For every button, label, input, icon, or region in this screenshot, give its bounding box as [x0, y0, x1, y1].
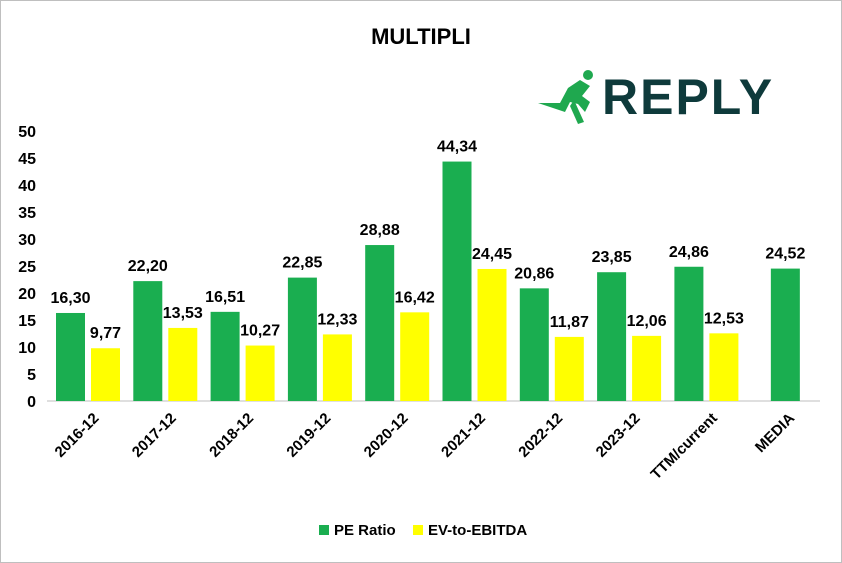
data-label: 12,53 — [704, 310, 744, 327]
x-tick-label: 2021-12 — [438, 410, 489, 461]
bar-ev-to-ebitda — [554, 336, 584, 401]
bar-ev-to-ebitda — [245, 345, 275, 401]
data-label: 11,87 — [550, 314, 589, 331]
y-tick-label: 5 — [27, 367, 36, 384]
x-tick-label: 2020-12 — [361, 410, 412, 461]
bar-ev-to-ebitda — [322, 334, 352, 401]
legend-swatch — [319, 525, 329, 535]
data-label: 12,06 — [627, 313, 667, 330]
x-tick-label: 2022-12 — [515, 410, 566, 461]
y-tick-label: 15 — [18, 313, 36, 330]
bar-pe-ratio — [287, 277, 317, 401]
bar-pe-ratio — [56, 312, 85, 401]
x-tick-label: 2019-12 — [283, 410, 334, 461]
y-tick-label: 30 — [18, 232, 36, 249]
data-label: 10,27 — [240, 323, 280, 340]
data-label: 20,86 — [514, 265, 554, 282]
bar-ev-to-ebitda — [709, 333, 739, 401]
bar-pe-ratio — [770, 268, 800, 401]
bar-pe-ratio — [597, 272, 627, 401]
bar-pe-ratio — [519, 288, 549, 401]
x-tick-label: TTM/current — [648, 410, 721, 483]
y-tick-label: 45 — [18, 151, 36, 168]
bar-pe-ratio — [210, 311, 240, 401]
data-label: 24,86 — [669, 244, 709, 261]
y-tick-label: 35 — [18, 205, 36, 222]
y-tick-label: 20 — [18, 286, 36, 303]
bar-pe-ratio — [442, 161, 472, 401]
data-label: 16,42 — [395, 289, 435, 306]
logo-text: REPLY — [602, 69, 774, 125]
x-tick-label: 2023-12 — [593, 410, 644, 461]
x-tick-label: 2017-12 — [129, 410, 180, 461]
chart-title: MULTIPLI — [371, 24, 471, 49]
bar-pe-ratio — [674, 266, 704, 401]
bar-ev-to-ebitda — [168, 327, 198, 401]
legend-swatch — [413, 525, 423, 535]
data-label: 16,30 — [50, 290, 90, 307]
y-tick-label: 10 — [18, 340, 36, 357]
data-label: 24,45 — [472, 246, 512, 263]
data-label: 22,85 — [282, 255, 322, 272]
data-label: 9,77 — [90, 325, 121, 342]
y-tick-label: 25 — [18, 259, 36, 276]
runner-icon — [538, 70, 593, 124]
bar-pe-ratio — [133, 281, 163, 401]
bar-ev-to-ebitda — [477, 268, 507, 401]
bar-pe-ratio — [365, 245, 395, 401]
y-tick-label: 0 — [27, 394, 36, 411]
reply-logo: REPLY — [538, 69, 774, 125]
bar-ev-to-ebitda — [632, 335, 662, 401]
x-tick-label: 2018-12 — [206, 410, 257, 461]
x-axis: 2016-12 2017-12 2018-12 2019-12 2020-12 2021-… — [47, 400, 820, 483]
data-label: 22,20 — [128, 258, 168, 275]
data-label: 24,52 — [765, 246, 805, 263]
bar-ev-to-ebitda — [91, 348, 120, 401]
bars — [56, 161, 800, 401]
bar-ev-to-ebitda — [400, 312, 430, 401]
legend: PE Ratio EV-to-EBITDA — [319, 522, 527, 539]
data-label: 23,85 — [592, 249, 632, 266]
data-label: 28,88 — [360, 222, 400, 239]
legend-label: PE Ratio — [334, 522, 396, 539]
data-label: 16,51 — [205, 289, 245, 306]
data-label: 12,33 — [317, 311, 357, 328]
y-axis: 0 5 10 15 20 25 30 35 40 45 50 — [18, 124, 36, 411]
x-tick-label: 2016-12 — [52, 410, 103, 461]
y-tick-label: 40 — [18, 178, 36, 195]
x-tick-label: MEDIA — [752, 410, 798, 456]
data-label: 13,53 — [163, 305, 203, 322]
data-label: 44,34 — [437, 139, 477, 156]
legend-label: EV-to-EBITDA — [428, 522, 527, 539]
y-tick-label: 50 — [18, 124, 36, 141]
